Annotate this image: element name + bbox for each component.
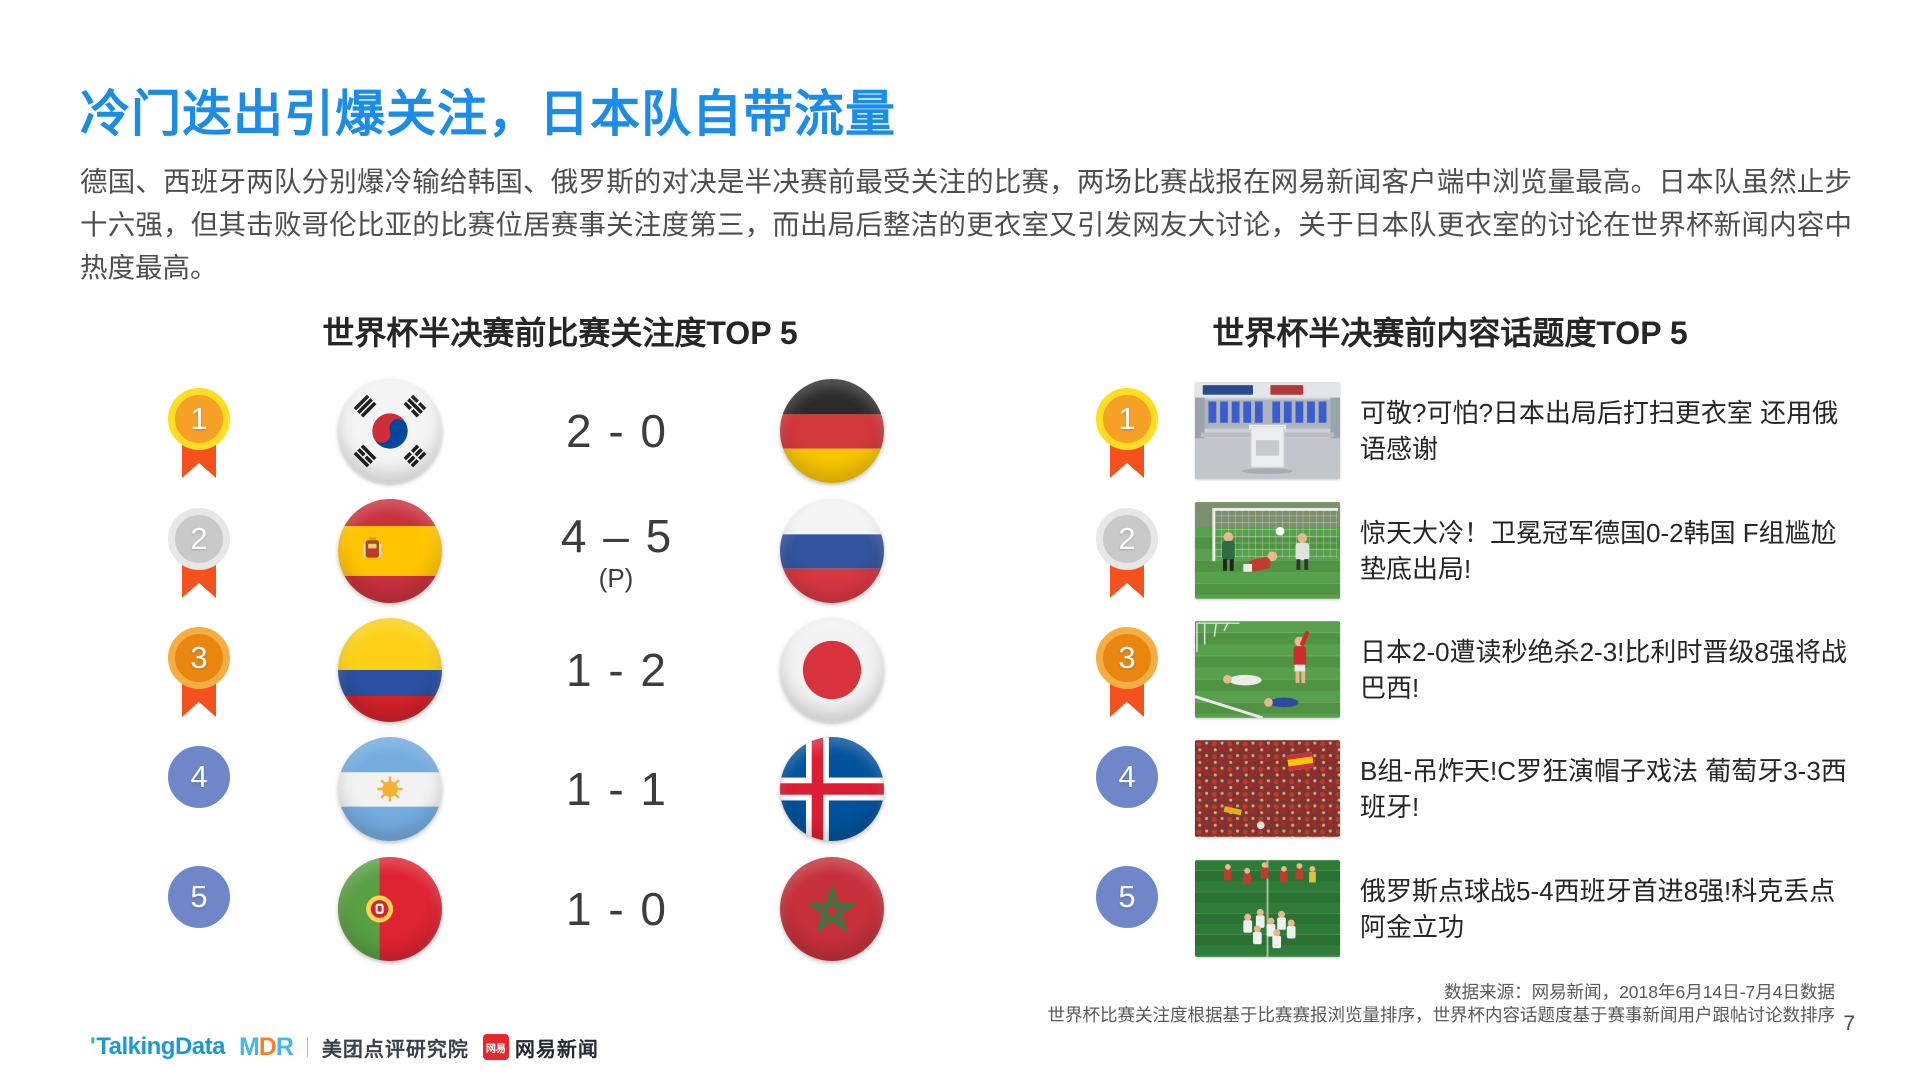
- rank-number: 4: [168, 746, 230, 808]
- data-source-line1: 数据来源：网易新闻，2018年6月14日-7月4日数据: [1444, 982, 1835, 1002]
- content-topic-title: 世界杯半决赛前内容话题度TOP 5: [1212, 315, 1688, 351]
- flag-iceland-icon: [780, 737, 884, 841]
- data-source-line2: 世界杯比赛关注度根据基于比赛赛报浏览量排序，世界杯内容话题度基于赛事新闻用户跟帖…: [1047, 1005, 1836, 1025]
- match-row-2: 2 4 – 5 (P): [95, 498, 955, 604]
- match-row-5: 5 1 - 0: [95, 856, 955, 962]
- flag-spain-icon: [338, 499, 442, 603]
- rank-2-medal-icon: 2: [1096, 508, 1158, 600]
- thumbnail-russia-spain-penalties: [1195, 860, 1340, 957]
- talkingdata-logo: TalkingData: [90, 1033, 225, 1061]
- thumbnail-germany-korea-goal: [1195, 502, 1340, 599]
- score-value: 4 – 5: [560, 509, 672, 562]
- rank-number: 5: [1096, 866, 1158, 928]
- news-headline: 惊天大冷！卫冕冠军德国0-2韩国 F组尴尬垫底出局!: [1360, 518, 1837, 584]
- match-score: 1 - 0: [516, 856, 716, 962]
- flag-germany-icon: [780, 379, 884, 483]
- news-headline: 俄罗斯点球战5-4西班牙首进8强!科克丢点阿金立功: [1360, 876, 1836, 942]
- rank-number: 4: [1096, 746, 1158, 808]
- rank-number: 1: [1096, 388, 1158, 450]
- rank-3-medal-icon: 3: [1096, 627, 1158, 719]
- rank-2-medal-icon: 2: [168, 508, 230, 600]
- news-row-4: 4 B组-吊炸天!C罗狂演帽子戏法 葡萄牙3-3西班牙!: [1060, 736, 1870, 842]
- thumbnail-japan-locker-room: [1195, 382, 1340, 479]
- thumbnail-portugal-spain-fans: [1195, 740, 1340, 837]
- rank-1-medal-icon: 1: [168, 388, 230, 480]
- match-row-3: 3 1 - 2: [95, 617, 955, 723]
- thumbnail-japan-belgium-match: [1195, 621, 1340, 718]
- netease-news-label: 网易新闻: [514, 1038, 599, 1061]
- news-headline: B组-吊炸天!C罗狂演帽子戏法 葡萄牙3-3西班牙!: [1360, 756, 1847, 822]
- flag-portugal-icon: [338, 857, 442, 961]
- score-value: 2 - 0: [565, 405, 667, 457]
- rank-5-badge-icon: 5: [1096, 866, 1158, 958]
- page-number: 7: [1843, 1012, 1855, 1035]
- netease-app-icon: 网易: [482, 1034, 509, 1060]
- footer-logos: TalkingData MDR 美团点评研究院 网易 网易新闻: [90, 1032, 599, 1062]
- match-score: 1 - 1: [516, 736, 716, 842]
- rank-4-badge-icon: 4: [168, 746, 230, 838]
- flag-south-korea-icon: [338, 379, 442, 483]
- match-score: 2 - 0: [516, 378, 716, 484]
- rank-number: 3: [168, 627, 230, 689]
- rank-3-medal-icon: 3: [168, 627, 230, 719]
- match-score: 4 – 5 (P): [516, 498, 716, 604]
- flag-morocco-icon: [780, 857, 884, 961]
- score-value: 1 - 1: [565, 763, 667, 815]
- flag-russia-icon: [780, 499, 884, 603]
- page-title: 冷门迭出引爆关注，日本队自带流量: [80, 86, 896, 142]
- rank-1-medal-icon: 1: [1096, 388, 1158, 480]
- flag-japan-icon: [780, 618, 884, 722]
- score-value: 1 - 0: [565, 883, 667, 935]
- match-attention-title: 世界杯半决赛前比赛关注度TOP 5: [322, 315, 798, 351]
- intro-paragraph: 德国、西班牙两队分别爆冷输给韩国、俄罗斯的对决是半决赛前最受关注的比赛，两场比赛…: [80, 166, 1852, 283]
- score-note: (P): [598, 562, 634, 593]
- logo-divider: [306, 1037, 308, 1057]
- rank-number: 2: [168, 508, 230, 570]
- rank-number: 3: [1096, 627, 1158, 689]
- news-row-3: 3 日本2-0遭读秒绝杀2-3!比利时晋级8强将战巴西!: [1060, 617, 1870, 723]
- news-row-1: 1 可敬?可怕?: [1060, 378, 1870, 484]
- match-row-1: 1 2 - 0: [95, 378, 955, 484]
- score-value: 1 - 2: [565, 644, 667, 696]
- rank-5-badge-icon: 5: [168, 866, 230, 958]
- rank-number: 2: [1096, 508, 1158, 570]
- rank-number: 5: [168, 866, 230, 928]
- netease-news-logo: 网易 网易新闻: [482, 1033, 599, 1062]
- news-headline: 日本2-0遭读秒绝杀2-3!比利时晋级8强将战巴西!: [1360, 637, 1847, 703]
- match-score: 1 - 2: [516, 617, 716, 723]
- flag-colombia-icon: [338, 618, 442, 722]
- meituan-dianping-institute-logo: 美团点评研究院: [321, 1038, 469, 1061]
- flag-argentina-icon: [338, 737, 442, 841]
- news-headline: 可敬?可怕?日本出局后打扫更衣室 还用俄语感谢: [1360, 398, 1839, 464]
- news-row-5: 5: [1060, 856, 1870, 962]
- rank-4-badge-icon: 4: [1096, 746, 1158, 838]
- data-source-note: 数据来源：网易新闻，2018年6月14日-7月4日数据 世界杯比赛关注度根据基于…: [1048, 981, 1836, 1027]
- match-row-4: 4 1 - 1: [95, 736, 955, 842]
- rank-number: 1: [168, 388, 230, 450]
- news-row-2: 2 惊天大冷！卫冕冠军德国0-2韩国 F组尴尬垫底出局!: [1060, 498, 1870, 604]
